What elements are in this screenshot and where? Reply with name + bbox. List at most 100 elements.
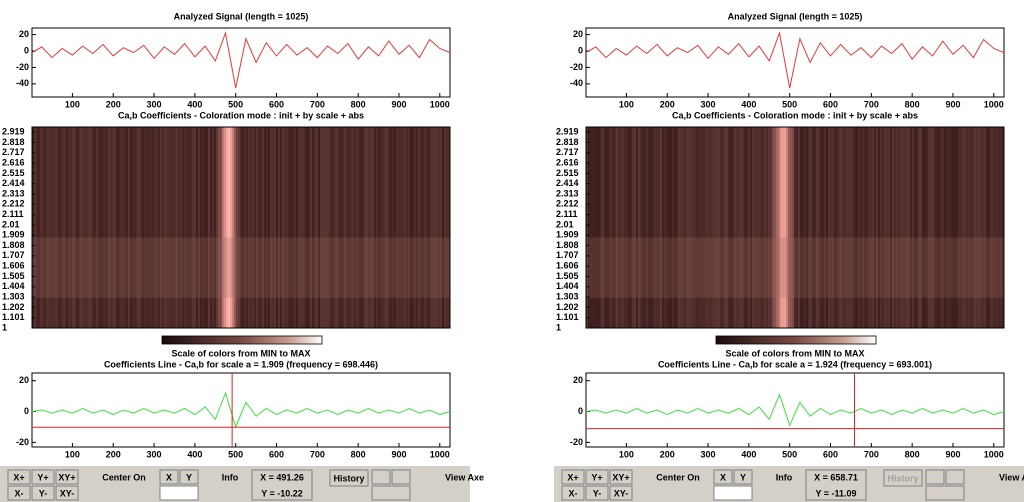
texture-stripe [632,127,634,328]
zoom-button[interactable] [585,469,609,485]
texture-stripe [992,127,994,328]
center-y-button[interactable] [179,469,199,485]
zoom-button[interactable] [31,485,55,501]
history-prev[interactable] [925,469,945,485]
texture-stripe [212,127,214,328]
texture-stripe [276,127,278,328]
texture-stripe [698,127,700,328]
history-button[interactable] [883,469,923,487]
texture-stripe [216,127,218,328]
texture-stripe [892,127,894,328]
x-tick-label: 1000 [430,99,450,109]
center-y-button[interactable] [733,469,753,485]
texture-stripe [848,127,850,328]
x-tick-label: 300 [701,99,716,109]
texture-stripe [736,127,738,328]
center-input[interactable] [713,485,753,501]
history-clear[interactable] [925,485,965,501]
texture-stripe [106,127,108,328]
texture-stripe [360,127,362,328]
history-next[interactable] [945,469,965,485]
texture-stripe [430,127,432,328]
history-clear[interactable] [371,485,411,501]
texture-stripe [228,127,230,328]
texture-stripe [370,127,372,328]
texture-stripe [202,127,204,328]
texture-stripe [94,127,96,328]
y-tick-label: 2.01 [556,219,574,229]
zoom-button[interactable] [55,485,79,501]
zoom-button[interactable] [609,485,633,501]
texture-stripe [938,127,940,328]
texture-stripe [54,127,56,328]
texture-stripe [342,127,344,328]
x-tick-label: 400 [741,99,756,109]
texture-stripe [866,127,868,328]
x-tick-label: 900 [391,449,406,459]
texture-stripe [336,127,338,328]
texture-stripe [274,127,276,328]
texture-stripe [922,127,924,328]
texture-stripe [306,127,308,328]
history-button-label: History [887,473,918,483]
signal-line [31,31,451,89]
texture-stripe [172,127,174,328]
history-next[interactable] [391,469,411,485]
history-button[interactable] [329,469,369,487]
zoom-button-label: X- [569,488,578,498]
zoom-button[interactable] [31,469,55,485]
texture-stripe [272,127,274,328]
zoom-button[interactable] [561,469,585,485]
y-tick-label: 1.909 [2,230,25,240]
texture-stripe [78,127,80,328]
texture-stripe [646,127,648,328]
texture-stripe [252,127,254,328]
texture-stripe [84,127,86,328]
texture-stripe [980,127,982,328]
zoom-button[interactable] [7,485,31,501]
zoom-button[interactable] [609,469,633,485]
texture-stripe [978,127,980,328]
zoom-button-label: XY+ [58,472,75,482]
texture-stripe [188,127,190,328]
texture-stripe [796,127,798,328]
texture-stripe [114,127,116,328]
texture-stripe [232,127,234,328]
zoom-button[interactable] [585,485,609,501]
view-axes-label: View Axe [999,472,1024,482]
texture-stripe [838,127,840,328]
texture-stripe [732,127,734,328]
signal-line [585,393,1005,427]
texture-stripe [692,127,694,328]
texture-stripe [192,127,194,328]
texture-stripe [840,127,842,328]
x-tick-label: 700 [310,99,325,109]
texture-stripe [822,127,824,328]
texture-stripe [150,127,152,328]
texture-stripe [96,127,98,328]
y-tick-label: 1 [556,322,561,332]
texture-stripe [404,127,406,328]
center-x-button[interactable] [713,469,733,485]
history-prev[interactable] [371,469,391,485]
center-x-button[interactable] [159,469,179,485]
center-input[interactable] [159,485,199,501]
texture-stripe [832,127,834,328]
texture-stripe [984,127,986,328]
chart-title: Analyzed Signal (length = 1025) [174,11,309,21]
zoom-button[interactable] [55,469,79,485]
zoom-button[interactable] [561,485,585,501]
colorbar-label: Scale of colors from MIN to MAX [171,348,310,358]
x-tick-label: 800 [905,99,920,109]
texture-stripe [280,127,282,328]
texture-stripe [406,127,408,328]
x-tick-label: 700 [310,449,325,459]
info-y: Y = -11.09 [815,488,856,498]
zoom-button[interactable] [7,469,31,485]
texture-stripe [338,127,340,328]
y-tick-label: 20 [573,375,583,385]
texture-stripe [74,127,76,328]
texture-stripe [388,127,390,328]
texture-stripe [244,127,246,328]
center-y-button-label: Y [740,472,746,482]
